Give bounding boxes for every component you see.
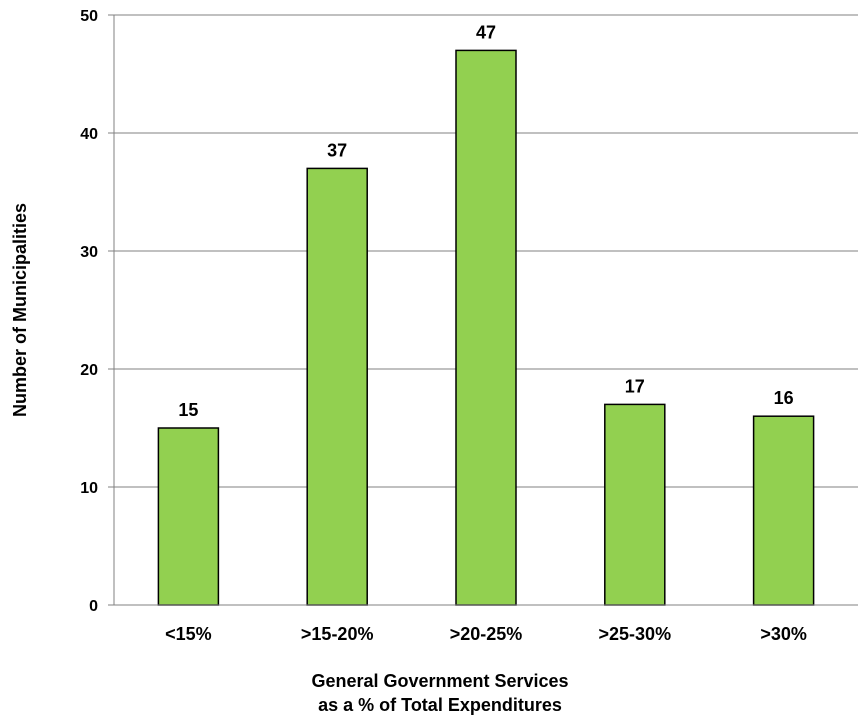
y-tick-label-30: 30 (80, 244, 98, 261)
x-axis-title-line-1: General Government Services (311, 671, 568, 691)
x-category-label-0: <15% (165, 624, 212, 644)
bars (157, 49, 815, 606)
bar-1 (306, 167, 368, 606)
data-label-4: 16 (774, 388, 794, 408)
x-axis-categories: <15% >15-20% >20-25% >25-30% >30% (165, 624, 807, 644)
data-labels: 15 37 47 17 16 (178, 22, 793, 420)
y-tick-label-50: 50 (80, 8, 98, 25)
bar-2 (455, 49, 517, 606)
y-tick-label-20: 20 (80, 362, 98, 379)
x-category-label-3: >25-30% (599, 624, 672, 644)
y-tick-label-40: 40 (80, 126, 98, 143)
data-label-2: 47 (476, 22, 496, 42)
data-label-3: 17 (625, 376, 645, 396)
y-tick-label-10: 10 (80, 480, 98, 497)
x-category-label-1: >15-20% (301, 624, 374, 644)
x-axis-title-line-2: as a % of Total Expenditures (318, 695, 562, 715)
bar-3 (604, 403, 666, 606)
x-category-label-2: >20-25% (450, 624, 523, 644)
data-label-1: 37 (327, 140, 347, 160)
y-axis-title: Number of Municipalities (10, 203, 30, 417)
x-category-label-4: >30% (760, 624, 807, 644)
bar-0 (157, 427, 220, 606)
data-label-0: 15 (178, 400, 198, 420)
y-axis-ticks: 0 10 20 30 40 50 (80, 8, 114, 615)
bar-4 (752, 415, 815, 606)
y-tick-label-0: 0 (89, 598, 98, 615)
